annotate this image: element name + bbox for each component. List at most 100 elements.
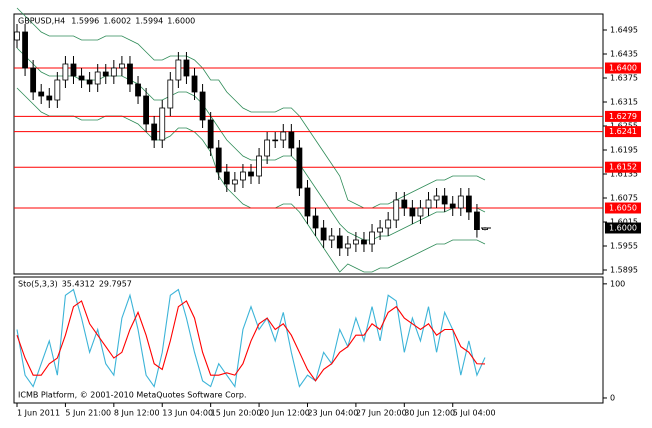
candle-body	[240, 171, 246, 181]
indicator-title: Sto(5,3,3)	[18, 280, 58, 289]
candle-body	[14, 31, 20, 41]
ohlc-label: 1.5996	[71, 17, 99, 26]
y-tick-label: 100	[610, 279, 625, 288]
x-tick-label: 20 Jun 12:00	[259, 409, 310, 418]
ohlc-label: 1.6002	[103, 17, 131, 26]
candle-body	[86, 79, 93, 85]
candle-body	[223, 171, 230, 185]
candle-body	[70, 63, 77, 77]
level-label: 1.6279	[609, 112, 637, 121]
candle-body	[46, 95, 53, 101]
candle-body	[22, 31, 28, 69]
level-box	[605, 161, 641, 173]
x-tick-label: 5 Jun 21:00	[65, 409, 111, 418]
candle-body	[54, 79, 61, 101]
candle-body	[102, 71, 109, 77]
candle-body	[78, 75, 85, 81]
candle-body	[352, 239, 359, 245]
candle-body	[369, 231, 375, 245]
candle-body	[425, 199, 432, 209]
candle-body	[167, 79, 174, 109]
y-tick-label: 1.5895	[610, 266, 638, 275]
candle-body	[304, 187, 311, 217]
y-tick-label: 1.6075	[610, 194, 638, 203]
candle-body	[199, 91, 206, 121]
band-upper	[16, 7, 486, 209]
candle-body	[296, 147, 303, 189]
candle-body	[143, 95, 150, 125]
y-tick-label: 1.6435	[610, 50, 638, 59]
x-tick-label: 1 Jun 2011	[17, 409, 60, 418]
candle-body	[393, 199, 400, 221]
candle-body	[449, 203, 456, 209]
candle-body	[256, 155, 262, 177]
y-tick-label: 0	[610, 393, 615, 402]
candle-body	[328, 235, 335, 241]
candle-body	[385, 219, 392, 229]
candle-body	[361, 239, 367, 245]
y-tick-label: 1.6135	[610, 170, 638, 179]
candle-body	[175, 59, 182, 81]
candle-body	[336, 235, 343, 249]
candle-body	[207, 119, 214, 149]
candle-body	[457, 195, 464, 209]
y-tick-label: 1.6495	[610, 26, 638, 35]
candle-body	[465, 195, 472, 213]
y-tick-label: 1.6015	[610, 218, 638, 227]
candle-body	[417, 207, 424, 217]
y-tick-label: 1.6315	[610, 98, 638, 107]
level-box	[605, 202, 641, 214]
level-label: 1.6241	[609, 127, 637, 136]
x-tick-label: 15 Jun 20:00	[211, 409, 262, 418]
candle-body	[248, 171, 254, 177]
x-tick-label: 8 Jun 12:00	[114, 409, 160, 418]
candle-body	[409, 207, 416, 217]
candle-body	[280, 131, 287, 141]
ohlc-label: 1.5994	[135, 17, 163, 26]
candle-body	[312, 215, 319, 229]
candle-body	[135, 83, 141, 97]
y-tick-label: 1.6255	[610, 122, 638, 131]
main-panel	[13, 13, 604, 275]
chart-title: GBPUSD,H4	[18, 17, 65, 26]
x-tick-label: 27 Jun 20:00	[356, 409, 407, 418]
candle-body	[264, 139, 271, 157]
candle-body	[30, 67, 37, 93]
candle-body	[377, 227, 384, 233]
candle-body	[110, 67, 117, 77]
footer: ICMB Platform, © 2001-2010 MetaQuotes So…	[18, 391, 247, 400]
stochastic-panel	[13, 276, 604, 404]
y-tick-label: 1.6375	[610, 74, 638, 83]
candle-body	[344, 243, 351, 249]
current-price-box	[605, 222, 641, 234]
x-tick-label: 23 Jun 04:00	[307, 409, 358, 418]
level-label: 1.6400	[609, 64, 637, 73]
candle-body	[288, 131, 295, 149]
candle-body	[272, 139, 279, 142]
candle-body	[320, 227, 327, 241]
ohlc-label: 1.6000	[167, 17, 195, 26]
candle-body	[183, 59, 190, 77]
level-box	[605, 110, 641, 122]
candle-body	[401, 199, 408, 209]
y-tick-label: 1.5955	[610, 242, 638, 251]
candle-body	[62, 63, 69, 81]
candle-body	[215, 147, 222, 173]
stochastic-line	[16, 300, 486, 382]
candle-body	[38, 91, 45, 97]
x-tick-label: 13 Jun 04:00	[162, 409, 213, 418]
candle-body	[127, 63, 133, 85]
candle-body	[191, 75, 198, 93]
candle-body	[118, 63, 125, 69]
x-tick-label: 5 Jul 04:00	[453, 409, 496, 418]
current-price-label: 1.6000	[609, 224, 637, 233]
stochastic-line	[16, 288, 486, 389]
y-tick-label: 1.6195	[610, 146, 638, 155]
candle-body	[441, 195, 448, 205]
candle-body	[151, 123, 158, 141]
level-label: 1.6050	[609, 204, 637, 213]
candle-body	[159, 107, 166, 141]
candle-body	[231, 179, 238, 185]
